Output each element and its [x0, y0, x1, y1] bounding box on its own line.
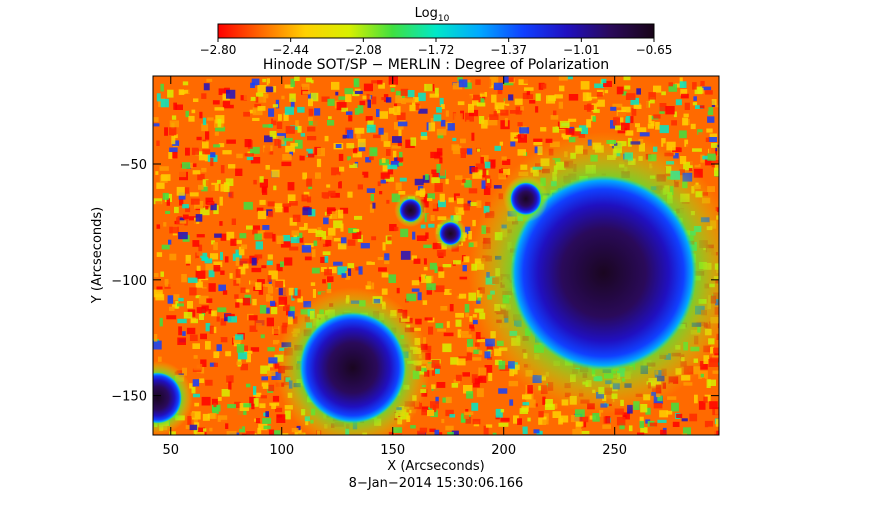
colorbar-tick-label: −2.08 — [345, 43, 382, 57]
y-axis-label: Y (Arcseconds) — [90, 207, 105, 304]
sunspot-feature — [399, 198, 422, 222]
y-tick-label: −100 — [111, 274, 147, 289]
x-tick-label: 100 — [269, 443, 294, 458]
sunspot-feature — [510, 182, 542, 215]
heatmap-image — [153, 76, 719, 435]
colorbar-tick-label: −2.80 — [200, 43, 237, 57]
sunspot-feature — [153, 372, 182, 424]
timestamp-footer: 8−Jan−2014 15:30:06.166 — [349, 476, 524, 491]
x-axis: 50 100 150 200 250 — [162, 76, 627, 458]
sunspot-feature — [439, 221, 462, 246]
colorbar-tick-label: −1.37 — [490, 43, 527, 57]
colorbar — [217, 23, 655, 39]
colorbar-ticks: −2.80 −2.44 −2.08 −1.72 −1.37 −1.01 −0.65 — [200, 38, 673, 57]
chart-title: Hinode SOT/SP − MERLIN : Degree of Polar… — [263, 57, 609, 73]
sunspot-feature — [299, 312, 407, 424]
y-axis: −50 −100 −150 — [111, 158, 719, 405]
colorbar-label: Log10 — [415, 6, 450, 24]
colorbar-tick-label: −0.65 — [636, 43, 673, 57]
y-tick-label: −50 — [120, 158, 147, 173]
colorbar-tick-label: −1.72 — [418, 43, 455, 57]
colorbar-tick-label: −1.01 — [563, 43, 600, 57]
plot-frame — [152, 75, 720, 436]
colorbar-tick-label: −2.44 — [272, 43, 309, 57]
x-tick-label: 50 — [162, 443, 179, 458]
x-tick-label: 150 — [380, 443, 405, 458]
x-tick-label: 200 — [491, 443, 516, 458]
y-tick-label: −150 — [111, 390, 147, 405]
sunspot-feature — [510, 175, 697, 371]
x-axis-label: X (Arcseconds) — [387, 459, 484, 474]
x-tick-label: 250 — [602, 443, 627, 458]
